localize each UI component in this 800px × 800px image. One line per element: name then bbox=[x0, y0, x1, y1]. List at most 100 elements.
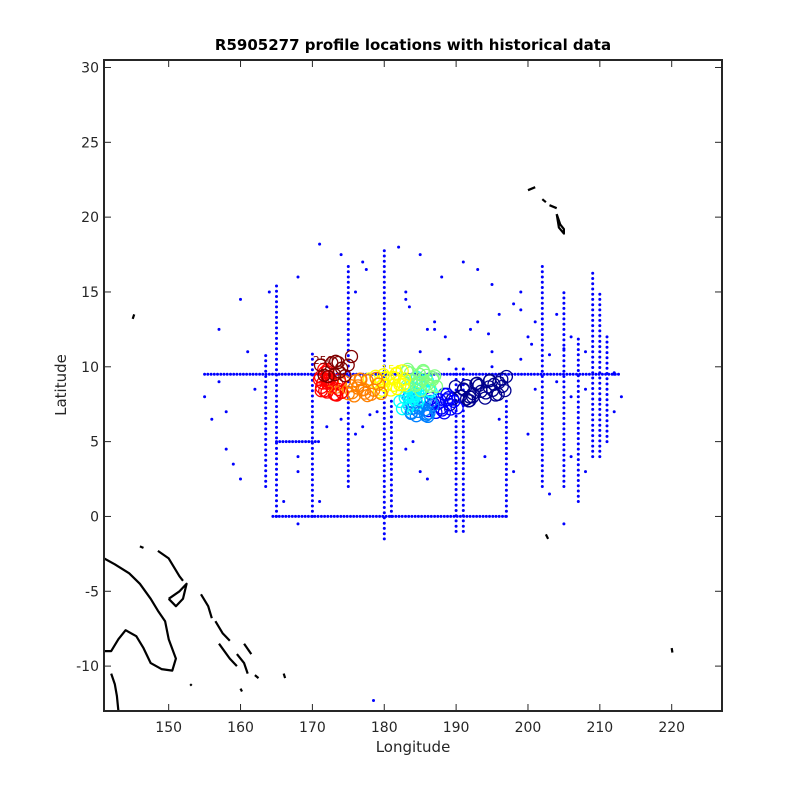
historical-point bbox=[345, 514, 349, 518]
historical-point bbox=[584, 470, 587, 474]
historical-point bbox=[478, 372, 481, 376]
historical-point bbox=[504, 441, 508, 445]
x-tick-label: 150 bbox=[155, 720, 182, 736]
historical-point bbox=[475, 514, 479, 518]
profile-marker bbox=[327, 387, 342, 401]
historical-point bbox=[605, 403, 609, 407]
historical-point bbox=[407, 305, 411, 309]
historical-point bbox=[504, 436, 508, 440]
historical-point bbox=[461, 446, 465, 450]
historical-point bbox=[454, 446, 458, 450]
historical-point bbox=[310, 509, 314, 513]
historical-point bbox=[446, 514, 449, 518]
historical-point bbox=[532, 372, 536, 376]
historical-point bbox=[440, 275, 444, 279]
historical-point bbox=[576, 405, 580, 409]
historical-point bbox=[494, 514, 498, 518]
historical-point bbox=[465, 372, 468, 376]
historical-point bbox=[275, 457, 278, 461]
historical-point bbox=[346, 474, 350, 478]
historical-point bbox=[461, 498, 465, 502]
historical-point bbox=[275, 289, 278, 293]
historical-point bbox=[382, 422, 386, 426]
historical-point bbox=[452, 372, 456, 376]
historical-point bbox=[275, 378, 278, 382]
historical-point bbox=[545, 372, 549, 376]
historical-point bbox=[540, 390, 544, 394]
historical-point bbox=[591, 345, 595, 349]
historical-point bbox=[591, 339, 595, 343]
coastline bbox=[236, 653, 249, 674]
historical-point bbox=[540, 474, 544, 478]
profile-marker bbox=[354, 372, 368, 387]
historical-point bbox=[540, 364, 544, 368]
historical-point bbox=[382, 301, 386, 305]
historical-point bbox=[458, 514, 462, 518]
historical-point bbox=[382, 432, 386, 436]
historical-point bbox=[382, 317, 386, 321]
historical-point bbox=[598, 297, 602, 301]
historical-point bbox=[526, 432, 530, 436]
historical-point bbox=[284, 440, 288, 444]
historical-point bbox=[562, 464, 566, 468]
historical-point bbox=[520, 372, 523, 376]
historical-point bbox=[562, 422, 566, 426]
historical-point bbox=[548, 492, 551, 496]
historical-point bbox=[307, 440, 311, 444]
historical-point bbox=[442, 372, 446, 376]
historical-point bbox=[562, 364, 566, 368]
historical-point bbox=[365, 514, 369, 518]
historical-point bbox=[310, 436, 314, 440]
historical-point bbox=[439, 514, 443, 518]
historical-point bbox=[354, 432, 357, 436]
historical-point bbox=[361, 260, 365, 264]
historical-point bbox=[598, 371, 602, 375]
historical-point bbox=[284, 514, 288, 518]
historical-point bbox=[310, 441, 314, 445]
historical-point bbox=[389, 415, 393, 419]
historical-point bbox=[275, 473, 278, 476]
historical-point bbox=[420, 514, 424, 518]
historical-point bbox=[389, 457, 393, 461]
historical-point bbox=[389, 452, 393, 456]
historical-point bbox=[275, 504, 278, 508]
x-tick-label: 190 bbox=[443, 720, 470, 736]
historical-point bbox=[275, 310, 278, 314]
historical-point bbox=[542, 372, 546, 376]
historical-point bbox=[591, 423, 595, 427]
y-tick-label: 25 bbox=[81, 135, 99, 151]
historical-point bbox=[562, 333, 566, 337]
historical-point bbox=[576, 431, 580, 435]
coastline bbox=[555, 213, 566, 235]
historical-point bbox=[576, 500, 580, 503]
historical-point bbox=[389, 488, 393, 492]
historical-point bbox=[261, 372, 265, 376]
historical-point bbox=[565, 372, 569, 376]
historical-point bbox=[454, 488, 458, 491]
historical-point bbox=[605, 413, 609, 417]
historical-point bbox=[461, 509, 465, 512]
historical-point bbox=[310, 405, 314, 408]
historical-point bbox=[540, 286, 544, 289]
historical-point bbox=[540, 333, 544, 337]
historical-point bbox=[310, 514, 314, 518]
historical-point bbox=[504, 410, 508, 414]
historical-point bbox=[389, 478, 393, 482]
profile-marker bbox=[360, 388, 375, 403]
coastline bbox=[239, 688, 243, 693]
historical-point bbox=[598, 303, 602, 307]
historical-point bbox=[598, 413, 602, 417]
coastline bbox=[139, 545, 144, 549]
historical-point bbox=[264, 469, 268, 473]
historical-point bbox=[264, 380, 268, 384]
historical-point bbox=[382, 416, 386, 420]
historical-point bbox=[461, 472, 465, 476]
historical-point bbox=[291, 440, 295, 444]
historical-point bbox=[458, 372, 462, 376]
historical-point bbox=[598, 360, 602, 364]
y-tick-label: -5 bbox=[85, 584, 99, 600]
historical-point bbox=[303, 514, 307, 518]
historical-point bbox=[264, 406, 268, 410]
historical-point bbox=[382, 458, 386, 462]
historical-point bbox=[264, 359, 268, 363]
